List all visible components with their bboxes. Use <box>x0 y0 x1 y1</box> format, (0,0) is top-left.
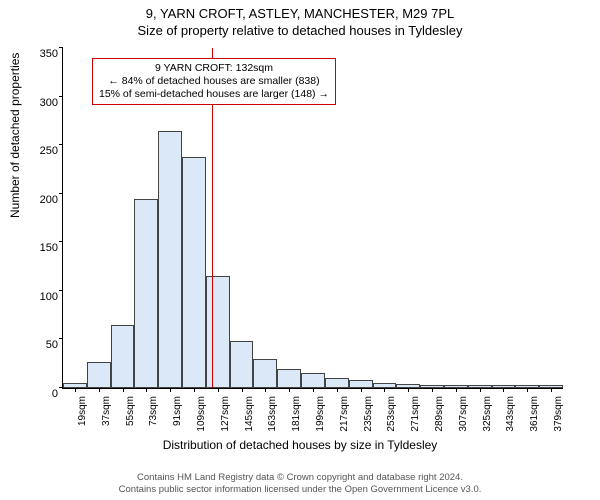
y-tick-label: 50 <box>18 339 58 351</box>
annotation-line2: ← 84% of detached houses are smaller (83… <box>99 75 329 88</box>
histogram-bar <box>253 359 277 388</box>
y-tick-mark <box>59 241 63 242</box>
x-tick-mark <box>337 388 338 392</box>
x-tick-label: 145sqm <box>244 396 255 440</box>
footer-line2: Contains public sector information licen… <box>0 484 600 496</box>
histogram-bar <box>277 369 301 388</box>
title-address: 9, YARN CROFT, ASTLEY, MANCHESTER, M29 7… <box>0 0 600 21</box>
x-tick-label: 217sqm <box>339 396 350 440</box>
x-tick-mark <box>99 388 100 392</box>
annotation-line1: 9 YARN CROFT: 132sqm <box>99 62 329 75</box>
x-tick-mark <box>456 388 457 392</box>
histogram-bar <box>301 373 325 388</box>
x-tick-label: 379sqm <box>553 396 564 440</box>
x-tick-mark <box>289 388 290 392</box>
annotation-callout: 9 YARN CROFT: 132sqm ← 84% of detached h… <box>92 58 336 105</box>
histogram-chart: 19sqm37sqm55sqm73sqm91sqm109sqm127sqm145… <box>62 48 562 388</box>
y-tick-label: 200 <box>18 194 58 206</box>
y-tick-label: 0 <box>18 388 58 400</box>
x-tick-mark <box>242 388 243 392</box>
x-tick-mark <box>313 388 314 392</box>
y-tick-mark <box>59 144 63 145</box>
x-tick-label: 199sqm <box>315 396 326 440</box>
x-tick-mark <box>170 388 171 392</box>
y-tick-label: 350 <box>18 48 58 60</box>
x-tick-label: 289sqm <box>434 396 445 440</box>
histogram-bar <box>158 131 182 388</box>
y-tick-mark <box>59 96 63 97</box>
x-tick-mark <box>551 388 552 392</box>
x-tick-mark <box>218 388 219 392</box>
y-tick-mark <box>59 47 63 48</box>
x-tick-mark <box>194 388 195 392</box>
footer-attribution: Contains HM Land Registry data © Crown c… <box>0 472 600 496</box>
x-tick-mark <box>480 388 481 392</box>
x-tick-label: 127sqm <box>220 396 231 440</box>
histogram-bar <box>349 380 373 388</box>
histogram-bar <box>206 276 230 388</box>
x-tick-mark <box>265 388 266 392</box>
x-axis-label: Distribution of detached houses by size … <box>0 438 600 452</box>
y-tick-label: 150 <box>18 242 58 254</box>
annotation-line3: 15% of semi-detached houses are larger (… <box>99 88 329 101</box>
histogram-bar <box>182 157 206 388</box>
y-tick-mark <box>59 338 63 339</box>
x-tick-label: 91sqm <box>172 396 183 440</box>
x-tick-label: 343sqm <box>505 396 516 440</box>
x-tick-mark <box>75 388 76 392</box>
x-tick-label: 253sqm <box>386 396 397 440</box>
x-tick-mark <box>432 388 433 392</box>
histogram-bar <box>87 362 111 388</box>
y-tick-mark <box>59 290 63 291</box>
y-tick-label: 300 <box>18 97 58 109</box>
x-tick-label: 271sqm <box>410 396 421 440</box>
x-tick-mark <box>146 388 147 392</box>
x-tick-label: 37sqm <box>101 396 112 440</box>
y-tick-label: 250 <box>18 145 58 157</box>
x-tick-mark <box>123 388 124 392</box>
x-tick-mark <box>361 388 362 392</box>
x-tick-mark <box>503 388 504 392</box>
y-tick-mark <box>59 193 63 194</box>
histogram-bar <box>230 341 254 388</box>
footer-line1: Contains HM Land Registry data © Crown c… <box>0 472 600 484</box>
x-tick-label: 307sqm <box>458 396 469 440</box>
x-tick-label: 163sqm <box>267 396 278 440</box>
x-tick-label: 19sqm <box>77 396 88 440</box>
x-tick-label: 235sqm <box>363 396 374 440</box>
y-tick-label: 100 <box>18 291 58 303</box>
histogram-bar <box>325 378 349 388</box>
histogram-bar <box>134 199 158 388</box>
x-tick-label: 325sqm <box>482 396 493 440</box>
x-tick-mark <box>408 388 409 392</box>
x-tick-label: 361sqm <box>529 396 540 440</box>
x-tick-label: 55sqm <box>125 396 136 440</box>
x-tick-label: 73sqm <box>148 396 159 440</box>
x-tick-mark <box>527 388 528 392</box>
x-tick-label: 181sqm <box>291 396 302 440</box>
x-tick-mark <box>384 388 385 392</box>
x-tick-label: 109sqm <box>196 396 207 440</box>
histogram-bar <box>111 325 135 388</box>
title-subtitle: Size of property relative to detached ho… <box>0 21 600 38</box>
